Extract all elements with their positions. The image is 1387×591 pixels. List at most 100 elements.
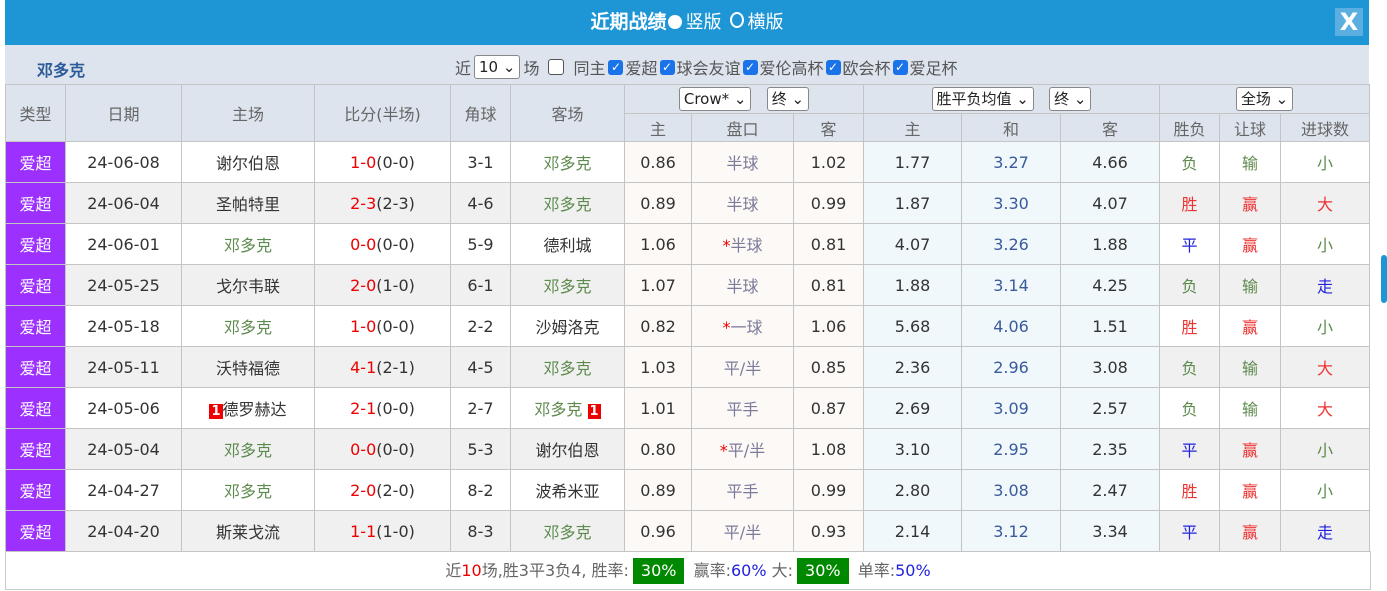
col-ah-line: 盘口	[691, 113, 794, 142]
eu-away-odds: 3.08	[1060, 346, 1160, 388]
ah-away-odds: 1.02	[793, 141, 864, 183]
away-team[interactable]: 邓多克 1	[510, 387, 625, 429]
col-eu-away: 客	[1060, 113, 1160, 142]
match-date: 24-05-04	[65, 428, 182, 470]
goals-result: 大	[1280, 387, 1370, 429]
half-score: (2-3)	[376, 193, 415, 213]
away-team-name: 邓多克	[543, 154, 592, 173]
away-team[interactable]: 邓多克	[510, 346, 625, 388]
result: 胜	[1159, 182, 1220, 224]
away-team-name: 邓多克	[543, 359, 592, 378]
league-checkbox[interactable]: ✓	[659, 59, 675, 75]
league-checkbox[interactable]: ✓	[742, 59, 758, 75]
match-date: 24-06-08	[65, 141, 182, 183]
home-team-name: 沃特福德	[215, 359, 280, 378]
home-team[interactable]: 谢尔伯恩	[181, 141, 315, 183]
ah-home-odds: 0.89	[624, 182, 692, 224]
league-checkbox[interactable]: ✓	[892, 59, 908, 75]
odds-kind-select[interactable]: 胜平负均值 ⌄	[931, 87, 1034, 111]
scrollbar[interactable]	[1381, 255, 1387, 303]
league-type[interactable]: 爱超	[5, 182, 66, 224]
match-date: 24-06-01	[65, 223, 182, 265]
score[interactable]: 1-0(0-0)	[314, 305, 451, 347]
league-type[interactable]: 爱超	[5, 469, 66, 511]
away-team[interactable]: 邓多克	[510, 264, 625, 306]
eu-final-select[interactable]: 终 ⌄	[1049, 87, 1092, 111]
eu-home-odds: 3.10	[863, 428, 962, 470]
home-team[interactable]: 邓多克	[181, 428, 315, 470]
score[interactable]: 2-3(2-3)	[314, 182, 451, 224]
eu-home-odds: 4.07	[863, 223, 962, 265]
eu-draw-odds: 4.06	[961, 305, 1061, 347]
corners: 4-6	[450, 182, 511, 224]
away-team-name: 邓多克	[543, 195, 592, 214]
odd-label: 单率:	[857, 561, 896, 580]
dialog-title: 近期战绩	[590, 11, 667, 33]
home-team[interactable]: 圣帕特里	[181, 182, 315, 224]
match-row: 爱超 24-04-27 邓多克 2-0(2-0) 8-2 波希米亚 0.89 平…	[5, 469, 1370, 511]
home-team[interactable]: 邓多克	[181, 469, 315, 511]
score[interactable]: 1-0(0-0)	[314, 141, 451, 183]
match-date: 24-05-06	[65, 387, 182, 429]
home-team[interactable]: 斯莱戈流	[181, 510, 315, 552]
result: 平	[1159, 510, 1220, 552]
filter-bar: 邓多克 近 10 ⌄ 场 同主 ✓ 爱超 ✓ 球会友谊 ✓ 爱伦高杯 ✓ 欧会杯 ✓ 爱足杯	[5, 45, 1369, 84]
eu-draw-odds: 3.27	[961, 141, 1061, 183]
away-team[interactable]: 沙姆洛克	[510, 305, 625, 347]
league-type[interactable]: 爱超	[5, 264, 66, 306]
win-rate: 30%	[632, 558, 685, 584]
ah-line: 半球	[691, 141, 794, 183]
company-select[interactable]: Crow* ⌄	[678, 87, 752, 111]
ah-line: 半球	[691, 264, 794, 306]
ah-line-text: 半球	[730, 236, 763, 255]
match-row: 爱超 24-06-01 邓多克 0-0(0-0) 5-9 德利城 1.06 *半…	[5, 223, 1370, 265]
score[interactable]: 2-0(2-0)	[314, 469, 451, 511]
home-team-name: 戈尔韦联	[215, 277, 280, 296]
away-team[interactable]: 谢尔伯恩	[510, 428, 625, 470]
league-label: 爱足杯	[909, 59, 958, 78]
score[interactable]: 4-1(2-1)	[314, 346, 451, 388]
league-type[interactable]: 爱超	[5, 428, 66, 470]
eu-away-odds: 2.57	[1060, 387, 1160, 429]
handicap-result: 赢	[1219, 428, 1281, 470]
score[interactable]: 1-1(1-0)	[314, 510, 451, 552]
league-type[interactable]: 爱超	[5, 141, 66, 183]
eu-home-odds: 2.14	[863, 510, 962, 552]
league-type[interactable]: 爱超	[5, 510, 66, 552]
home-team[interactable]: 1 德罗赫达	[181, 387, 315, 429]
count-select[interactable]: 10 ⌄	[474, 55, 521, 79]
radio-vertical[interactable]	[667, 15, 682, 29]
league-checkbox[interactable]: ✓	[608, 59, 624, 75]
away-team[interactable]: 波希米亚	[510, 469, 625, 511]
away-team[interactable]: 邓多克	[510, 510, 625, 552]
ah-away-odds: 0.99	[793, 182, 864, 224]
league-type[interactable]: 爱超	[5, 223, 66, 265]
eu-draw-odds: 3.09	[961, 387, 1061, 429]
score[interactable]: 2-0(1-0)	[314, 264, 451, 306]
away-team[interactable]: 邓多克	[510, 141, 625, 183]
score[interactable]: 0-0(0-0)	[314, 428, 451, 470]
eu-home-odds: 1.87	[863, 182, 962, 224]
league-type[interactable]: 爱超	[5, 387, 66, 429]
home-team[interactable]: 戈尔韦联	[181, 264, 315, 306]
score[interactable]: 0-0(0-0)	[314, 223, 451, 265]
period-select[interactable]: 全场 ⌄	[1235, 87, 1294, 111]
match-date: 24-05-25	[65, 264, 182, 306]
league-type[interactable]: 爱超	[5, 346, 66, 388]
away-team[interactable]: 德利城	[510, 223, 625, 265]
league-type[interactable]: 爱超	[5, 305, 66, 347]
score[interactable]: 2-1(0-0)	[314, 387, 451, 429]
away-team[interactable]: 邓多克	[510, 182, 625, 224]
home-team[interactable]: 邓多克	[181, 223, 315, 265]
ah-final-select[interactable]: 终 ⌄	[766, 87, 810, 111]
away-team-name: 谢尔伯恩	[535, 441, 600, 460]
league-checkbox[interactable]: ✓	[825, 59, 841, 75]
radio-horizontal[interactable]	[729, 12, 744, 28]
ah-line-text: 半球	[726, 195, 759, 214]
home-team-name: 谢尔伯恩	[215, 154, 280, 173]
ah-line-text: 平/半	[723, 359, 762, 378]
close-button[interactable]: X	[1335, 8, 1363, 36]
home-team[interactable]: 沃特福德	[181, 346, 315, 388]
home-team[interactable]: 邓多克	[181, 305, 315, 347]
same-home-checkbox[interactable]	[548, 59, 565, 75]
